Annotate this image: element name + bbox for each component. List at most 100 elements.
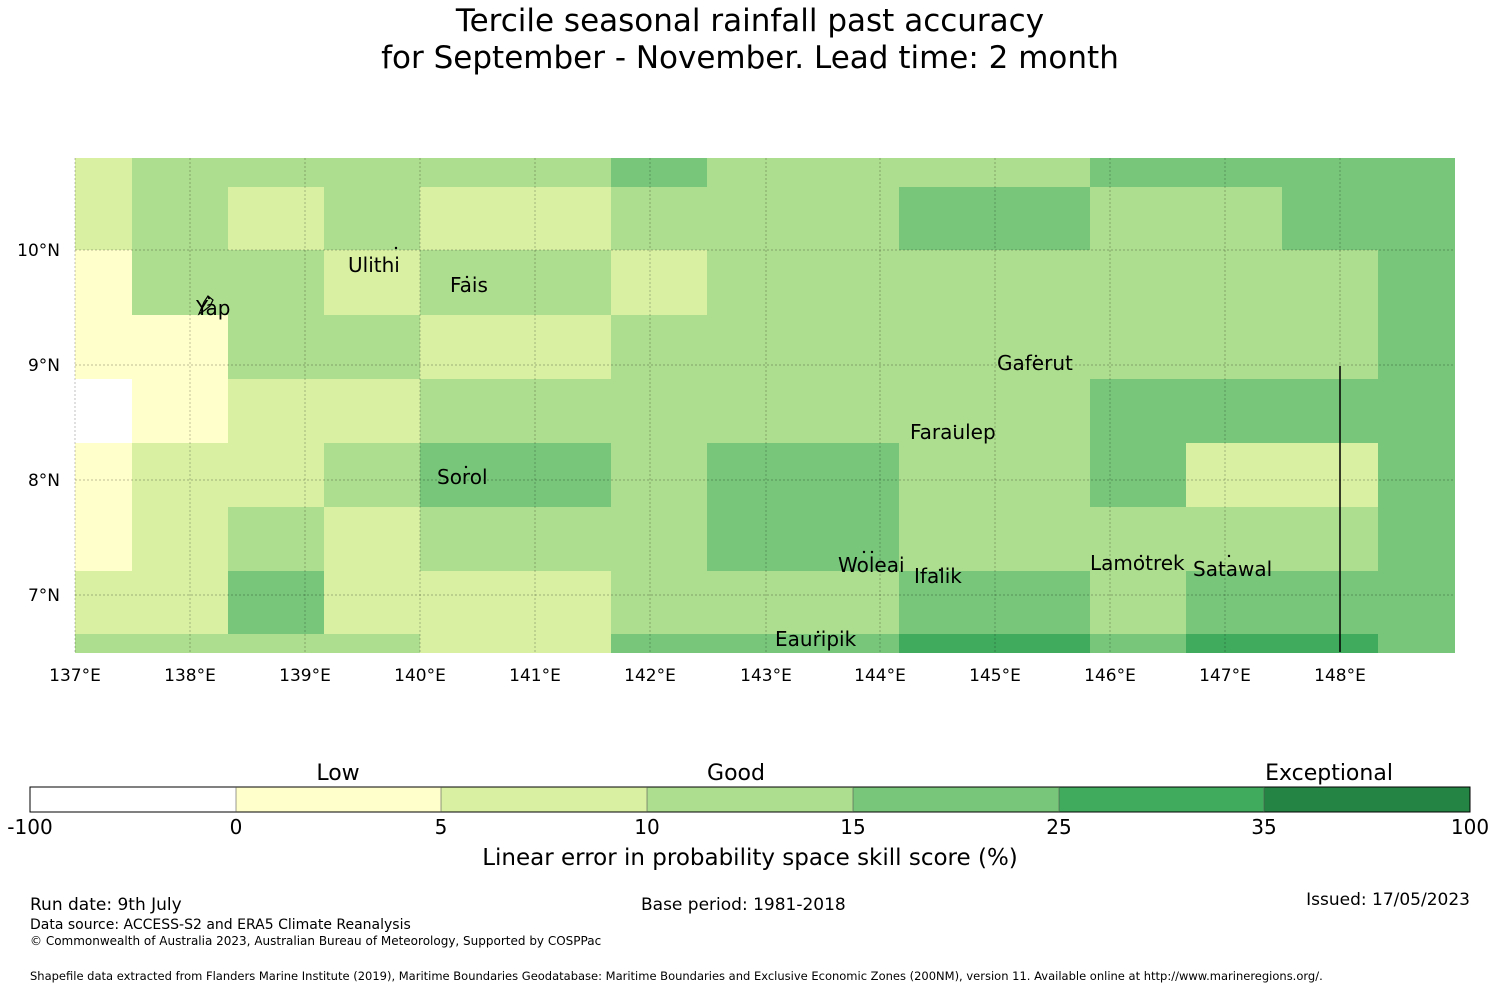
grid-cell (324, 507, 420, 571)
colorbar (29, 786, 1471, 813)
latitude-label: 10°N (17, 241, 60, 261)
grid-cell (75, 443, 132, 507)
grid-cell (420, 315, 515, 379)
grid-cell (75, 158, 132, 187)
longitude-label: 145°E (969, 666, 1021, 686)
grid-cell (324, 571, 420, 634)
grid-cell (515, 507, 611, 571)
grid-cell (995, 379, 1090, 443)
grid-cell (899, 443, 995, 507)
grid-cell (1090, 634, 1186, 653)
grid-cell (75, 507, 132, 571)
grid-cell (1378, 571, 1455, 634)
grid-cell (1090, 315, 1186, 379)
grid-cell (1378, 158, 1455, 187)
category-low: Low (316, 761, 360, 786)
grid-cell (324, 315, 420, 379)
grid-cell (1090, 571, 1186, 634)
grid-cell (75, 250, 132, 315)
grid-cell (228, 187, 324, 250)
grid-cell (707, 443, 803, 507)
grid-cell (1090, 158, 1186, 187)
colorbar-segment (1059, 787, 1264, 812)
grid-cell (995, 187, 1090, 250)
grid-cell (420, 634, 515, 653)
grid-cell (420, 250, 515, 315)
grid-cell (1378, 443, 1455, 507)
grid-cell (803, 250, 899, 315)
grid-cell (899, 315, 995, 379)
colorbar-tick: 100 (1450, 815, 1490, 839)
grid-cell (995, 571, 1090, 634)
grid-cell (611, 187, 707, 250)
issued-date: Issued: 17/05/2023 (1306, 890, 1470, 910)
grid-cell (420, 571, 515, 634)
grid-cell (132, 443, 228, 507)
grid-cell (899, 187, 995, 250)
grid-cell (1378, 315, 1455, 379)
grid-cell (75, 634, 132, 653)
grid-cell (132, 507, 228, 571)
colorbar-tick: 10 (634, 815, 660, 839)
place-label-gaferut: Gaferut (997, 351, 1073, 375)
grid-cell (611, 443, 707, 507)
colorbar-tick: -100 (7, 815, 53, 839)
grid-cell (1282, 158, 1378, 187)
grid-cell (707, 250, 803, 315)
island-markers (197, 246, 1231, 634)
island-marker (862, 550, 866, 554)
grid-cell (515, 315, 611, 379)
yap-island-outline (197, 295, 214, 316)
grid-cell (324, 158, 420, 187)
grid-cell (995, 507, 1090, 571)
title-line-2: for September - November. Lead time: 2 m… (381, 40, 1119, 76)
grid-cell (803, 571, 899, 634)
grid-cell (324, 187, 420, 250)
grid-cell (1186, 571, 1282, 634)
colorbar-segment (853, 787, 1059, 812)
grid-cell (324, 379, 420, 443)
grid-cell (132, 250, 228, 315)
grid-cell (132, 187, 228, 250)
grid-cell (132, 158, 228, 187)
grid-cell (1282, 507, 1378, 571)
category-good: Good (707, 761, 765, 786)
colorbar-tick: 0 (229, 815, 243, 839)
island-marker (938, 568, 942, 572)
longitude-label: 143°E (740, 666, 792, 686)
grid-cell (1090, 379, 1186, 443)
place-labels: Ulithi Yap Fais Gaferut Faraulep Sorol Woleai I… (195, 253, 1272, 651)
base-period: Base period: 1981-2018 (641, 895, 846, 915)
grid-cell (324, 634, 420, 653)
island-marker (816, 630, 820, 634)
grid-cell (228, 571, 324, 634)
place-label-fais: Fais (450, 273, 488, 297)
grid-cell (707, 187, 803, 250)
grid-cell (132, 571, 228, 634)
shapefile-credit: Shapefile data extracted from Flanders M… (30, 969, 1323, 983)
latitude-labels: 10°N 9°N 8°N 7°N (17, 241, 60, 606)
grid-cells (75, 158, 1455, 653)
grid-cell (228, 634, 324, 653)
colorbar-outline (29, 786, 1471, 813)
grid-cell (1186, 187, 1282, 250)
place-label-faraulep: Faraulep (910, 420, 996, 444)
run-date: Run date: 9th July (30, 895, 182, 915)
longitude-label: 142°E (624, 666, 676, 686)
place-label-woleai: Woleai (838, 553, 905, 577)
longitude-label: 141°E (509, 666, 561, 686)
grid-cell (515, 379, 611, 443)
colorbar-segment (236, 787, 441, 812)
grid-cell (1378, 634, 1455, 653)
graticule (74, 158, 1455, 653)
colorbar-tick: 35 (1251, 815, 1277, 839)
place-label-satawal: Satawal (1193, 557, 1272, 581)
place-label-ulithi: Ulithi (348, 253, 400, 277)
grid-cell (995, 158, 1090, 187)
colorbar-tick: 15 (840, 815, 866, 839)
grid-cell (899, 250, 995, 315)
grid-cell (1282, 571, 1378, 634)
grid-cell (803, 379, 899, 443)
grid-cell (803, 158, 899, 187)
grid-cell (420, 443, 515, 507)
